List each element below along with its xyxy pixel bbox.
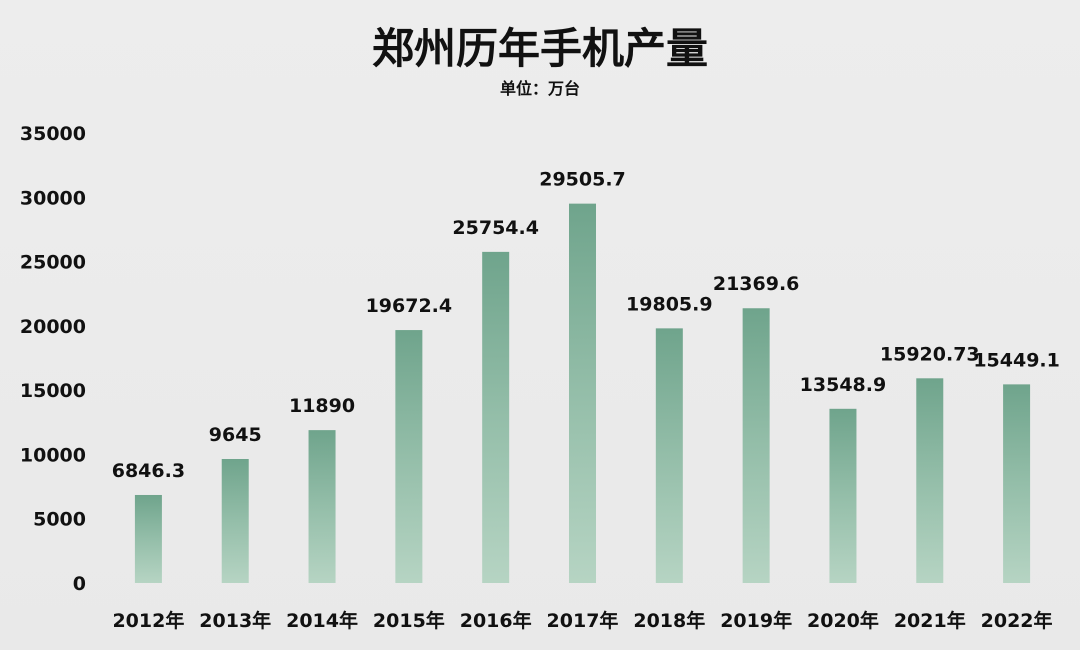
x-tick-label: 2014年 [286, 609, 358, 632]
bar [655, 328, 683, 583]
bar [916, 378, 944, 583]
data-label: 6846.3 [112, 460, 185, 482]
y-tick-label: 30000 [20, 187, 86, 209]
x-tick-label: 2017年 [547, 609, 619, 632]
bar [742, 308, 770, 583]
bars-group: 6846.3 9645 11890 19672.4 25754.4 29505.7 1980… [112, 169, 1060, 584]
y-tick-label: 20000 [20, 316, 86, 338]
y-tick-label: 35000 [20, 123, 86, 145]
data-label: 13548.9 [800, 374, 887, 396]
y-tick-label: 5000 [33, 509, 86, 531]
chart-subtitle: 单位：万台 [500, 79, 580, 98]
x-tick-label: 2022年 [981, 609, 1053, 632]
y-tick-label: 0 [73, 573, 86, 595]
bar [482, 251, 510, 583]
x-tick-label: 2016年 [460, 609, 532, 632]
bar [569, 203, 596, 584]
data-label: 9645 [209, 424, 262, 446]
x-tick-label: 2012年 [112, 609, 184, 632]
x-tick-label: 2013年 [199, 609, 271, 632]
data-label: 21369.6 [713, 273, 800, 295]
y-tick-label: 15000 [20, 380, 86, 402]
bar [395, 330, 423, 583]
chart-title: 郑州历年手机产量 [372, 24, 708, 73]
y-axis: 0 5000 10000 15000 20000 25000 30000 35000 [20, 123, 86, 595]
x-tick-label: 2015年 [373, 609, 445, 632]
data-label: 11890 [289, 395, 355, 417]
y-tick-label: 10000 [20, 444, 86, 466]
data-label: 25754.4 [452, 217, 539, 239]
x-tick-label: 2018年 [633, 609, 705, 632]
x-axis: 2012年 2013年 2014年 2015年 2016年 2017年 2018年 2019年… [112, 609, 1052, 632]
bar [134, 494, 162, 583]
data-label: 19805.9 [626, 293, 713, 315]
x-tick-label: 2020年 [807, 609, 879, 632]
x-tick-label: 2021年 [894, 609, 966, 632]
y-tick-label: 25000 [20, 252, 86, 274]
bar [221, 458, 249, 583]
x-tick-label: 2019年 [720, 609, 792, 632]
bar [1003, 384, 1031, 583]
data-label: 19672.4 [366, 295, 453, 317]
data-label: 15920.73 [880, 343, 980, 365]
bar [829, 408, 857, 583]
data-label: 29505.7 [539, 169, 626, 191]
bar [308, 430, 336, 583]
data-label: 15449.1 [973, 349, 1060, 371]
